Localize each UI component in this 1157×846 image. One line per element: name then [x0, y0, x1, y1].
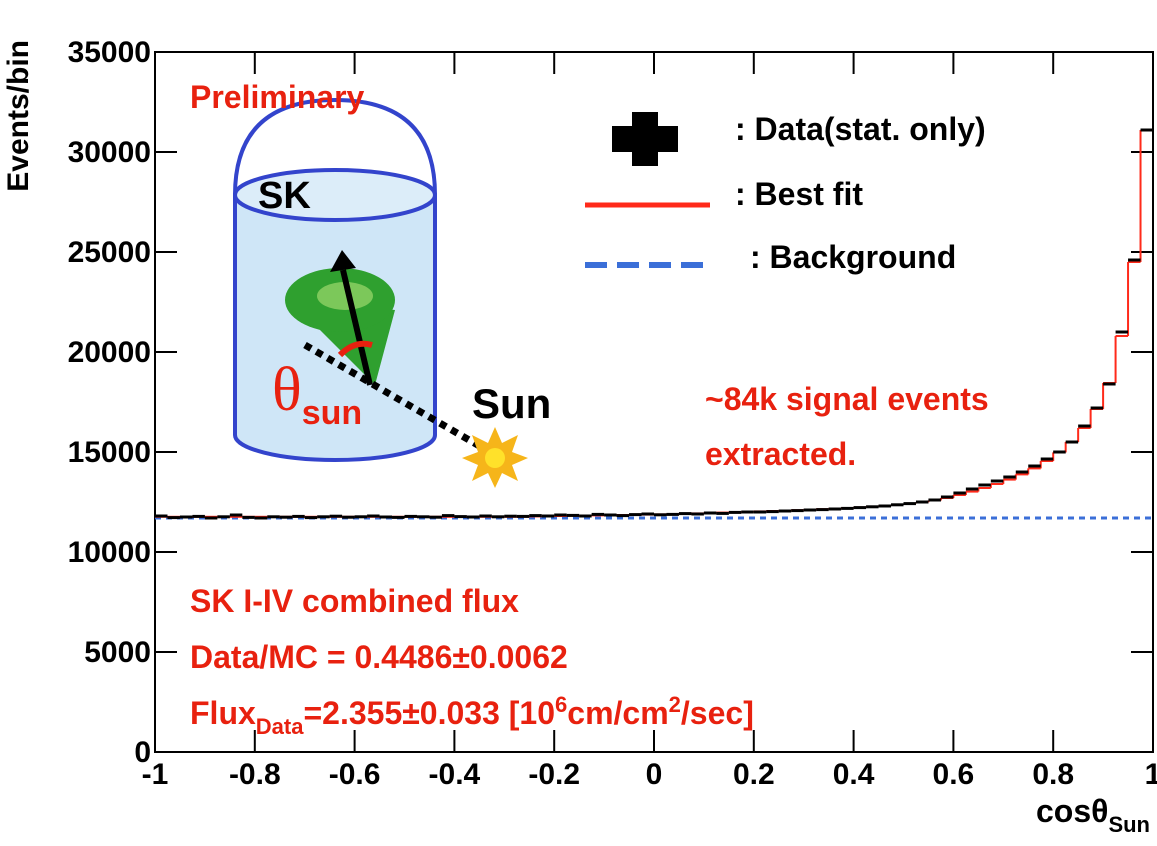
flux-sup: 2: [669, 692, 681, 717]
x-tick-label: -0.4: [429, 758, 481, 791]
y-tick-label: 15000: [68, 436, 151, 469]
flux-part: cm/cm: [567, 695, 668, 731]
legend-label: : Best fit: [735, 176, 863, 212]
theta-sub: sun: [302, 394, 362, 432]
x-tick-label: 0.8: [1032, 758, 1074, 791]
legend-label: : Background: [750, 239, 956, 275]
legend-marker: [612, 112, 678, 166]
y-tick-label: 35000: [68, 36, 151, 69]
x-tick-label: 0.4: [833, 758, 875, 791]
x-tick-label: 0: [646, 758, 663, 791]
flux-part: Flux: [190, 695, 256, 731]
tank-label: SK: [258, 175, 311, 217]
flux-annotation: FluxData=2.355±0.033 [106cm/cm2/sec]: [190, 692, 754, 739]
y-tick-label: 30000: [68, 136, 151, 169]
x-tick-label: 0.2: [733, 758, 775, 791]
y-tick-label: 5000: [84, 636, 151, 669]
y-axis-label: Events/bin: [2, 40, 35, 192]
flux-part: /sec]: [681, 695, 754, 731]
x-tick-label: 1: [1145, 758, 1157, 791]
annotation: ~84k signal events: [705, 381, 989, 417]
y-tick-label: 10000: [68, 536, 151, 569]
x-label-main: cosθ: [1036, 793, 1108, 829]
y-tick-label: 25000: [68, 236, 151, 269]
theta: θ: [272, 356, 302, 424]
x-tick-label: -0.8: [229, 758, 281, 791]
annotation: Data/MC = 0.4486±0.0062: [190, 639, 568, 675]
x-axis-label: cosθSun: [1036, 793, 1150, 837]
x-tick-label: -0.6: [329, 758, 381, 791]
chart: Events/bin cosθSun SK θsun Sun Prelimina…: [0, 0, 1157, 846]
flux-sup: 6: [555, 692, 567, 717]
x-tick-label: -1: [142, 758, 169, 791]
y-tick-label: 20000: [68, 336, 151, 369]
annotation: Preliminary: [190, 79, 365, 115]
annotation: extracted.: [705, 436, 856, 472]
annotation: SK I-IV combined flux: [190, 583, 519, 619]
x-tick-label: 0.6: [933, 758, 975, 791]
x-tick-label: -0.2: [528, 758, 580, 791]
flux-part: =2.355±0.033 [10: [303, 695, 555, 731]
legend-label: : Data(stat. only): [735, 111, 986, 147]
sun-core: [485, 448, 505, 468]
flux-sub: Data: [256, 714, 304, 739]
sun-label: Sun: [472, 380, 551, 427]
detector-inset: SK θsun Sun: [235, 100, 551, 488]
x-label-sub: Sun: [1108, 812, 1150, 837]
